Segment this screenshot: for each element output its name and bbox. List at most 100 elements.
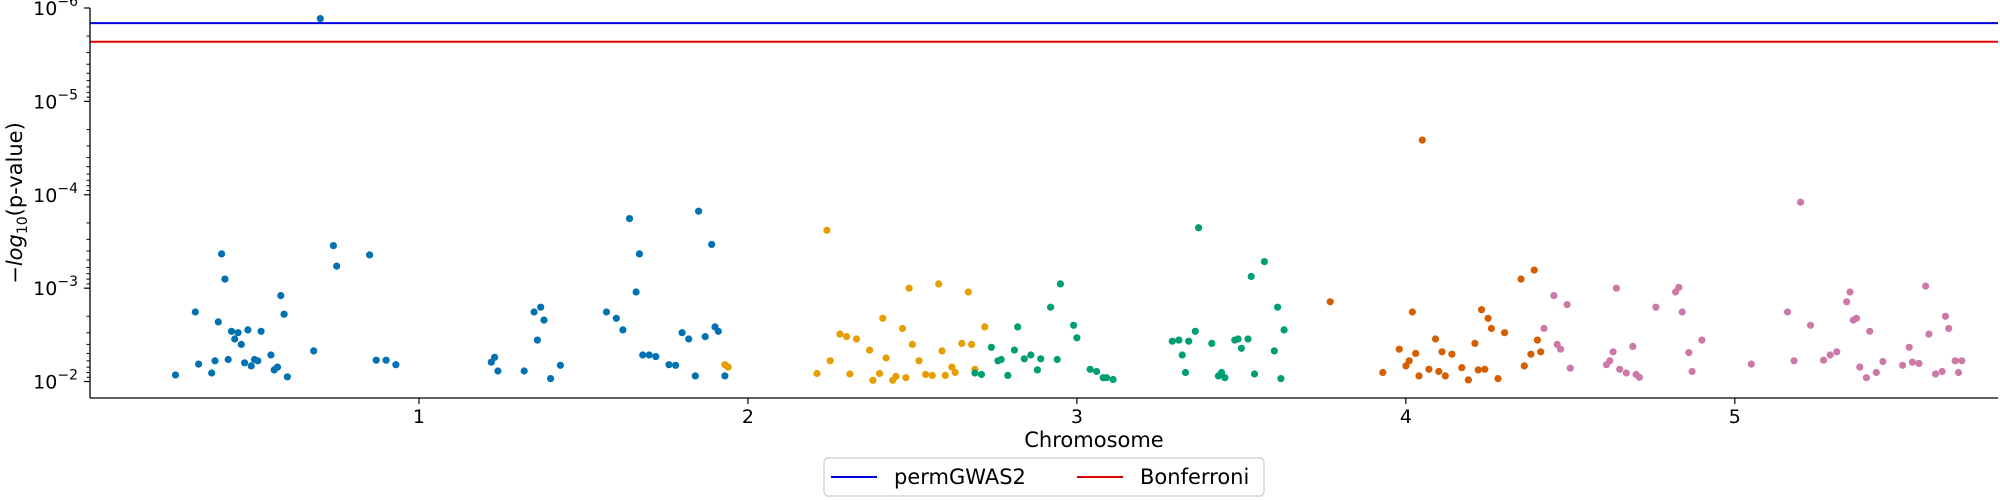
point-chr3 (1280, 326, 1288, 334)
point-chr3 (1175, 336, 1183, 344)
point-chr1 (224, 355, 232, 364)
point-chr1 (218, 250, 226, 258)
point-chr2 (875, 369, 884, 378)
point-chr3 (1010, 346, 1019, 354)
point-chr1 (632, 288, 640, 296)
point-chr3 (1270, 347, 1278, 355)
point-chr1 (708, 240, 716, 248)
legend-frame (823, 457, 1265, 497)
point-chr1 (273, 363, 282, 371)
point-chr1 (625, 215, 634, 223)
y-axis-title-sub: 10 (15, 216, 31, 234)
point-chr5 (1951, 357, 1959, 365)
x-tick-label: 1 (413, 406, 425, 428)
point-chr5 (1622, 369, 1630, 377)
point-chr1 (665, 361, 673, 369)
point-chr2 (981, 323, 989, 331)
point-chr1 (211, 357, 219, 365)
point-chr1 (257, 327, 265, 335)
x-axis-title: Chromosome (1024, 428, 1163, 452)
point-chr5 (1866, 327, 1874, 335)
point-chr1 (171, 371, 180, 379)
point-chr2 (941, 371, 949, 379)
y-tick-exponent: −6 (57, 0, 78, 10)
point-chr2 (905, 284, 913, 292)
point-chr3 (1093, 367, 1101, 376)
point-chr2 (866, 346, 874, 354)
point-chr2 (908, 340, 917, 348)
point-chr5 (1931, 370, 1940, 378)
point-chr4 (1441, 372, 1449, 380)
point-chr5 (1820, 356, 1828, 364)
point-chr3 (1053, 355, 1061, 364)
point-chr2 (915, 357, 923, 365)
x-tick-label: 5 (1729, 406, 1741, 428)
point-chr5 (1635, 373, 1643, 381)
point-chr5 (1612, 284, 1620, 292)
point-chr3 (1086, 365, 1094, 373)
point-chr3 (1185, 337, 1193, 345)
y-tick-label: 10−6 (33, 0, 78, 20)
point-chr3 (1277, 375, 1285, 383)
point-chr2 (948, 363, 956, 371)
point-chr3 (1191, 327, 1199, 335)
point-chr5 (1550, 292, 1558, 300)
point-chr2 (724, 363, 732, 371)
point-chr3 (1181, 368, 1190, 377)
point-chr3 (971, 369, 979, 377)
point-chr3 (1274, 303, 1282, 311)
point-chr5 (1652, 303, 1660, 311)
point-chr1 (695, 207, 703, 215)
point-chr4 (1537, 348, 1545, 356)
point-chr1 (227, 327, 236, 335)
threshold-lines (90, 22, 1998, 43)
point-chr1 (382, 356, 390, 364)
point-chr4 (1484, 314, 1492, 322)
point-chr4 (1477, 306, 1486, 314)
point-chr4 (1438, 348, 1446, 356)
point-chr1 (556, 361, 565, 369)
y-tick-label: 10−2 (33, 368, 78, 394)
point-chr2 (922, 370, 930, 379)
point-chr3 (1250, 370, 1259, 378)
y-tick-base: 10 (33, 185, 57, 207)
y-tick-base: 10 (33, 278, 57, 300)
point-chr4 (1533, 336, 1541, 344)
point-chr4 (1415, 372, 1423, 380)
point-chr1 (234, 329, 242, 337)
point-chr2 (935, 280, 943, 288)
y-tick-exponent: −4 (57, 181, 78, 197)
point-chr1 (241, 359, 249, 367)
point-chr3 (1027, 351, 1035, 359)
point-chr5 (1540, 324, 1548, 333)
axes (89, 8, 1998, 399)
point-chr4 (1405, 357, 1413, 365)
point-chr5 (1862, 374, 1870, 382)
point-chr3 (1168, 337, 1176, 345)
point-chr4 (1402, 362, 1410, 370)
point-chr5 (1609, 348, 1617, 356)
point-chr1 (491, 353, 499, 361)
point-chr3 (1221, 374, 1229, 382)
point-chr1 (316, 15, 324, 23)
point-chr1 (267, 351, 275, 359)
point-chr1 (678, 329, 686, 337)
x-ticks: 1 2 3 4 5 (413, 398, 1741, 428)
point-chr5 (1747, 360, 1755, 368)
point-chr3 (1102, 374, 1111, 382)
point-chr5 (1698, 336, 1706, 344)
point-chr4 (1379, 368, 1387, 377)
point-chr1 (602, 308, 611, 316)
point-chr4 (1530, 266, 1538, 274)
point-chr1 (714, 327, 722, 335)
y-tick-base: 10 (33, 372, 57, 394)
point-chr4 (1474, 366, 1482, 374)
point-chr5 (1958, 357, 1966, 365)
point-chr4 (1527, 350, 1535, 358)
point-chr4 (1431, 335, 1440, 343)
point-chr4 (1408, 308, 1416, 316)
y-tick-base: 10 (33, 0, 57, 20)
point-chr3 (987, 343, 996, 351)
point-chr2 (836, 330, 844, 338)
point-chr2 (869, 376, 877, 384)
